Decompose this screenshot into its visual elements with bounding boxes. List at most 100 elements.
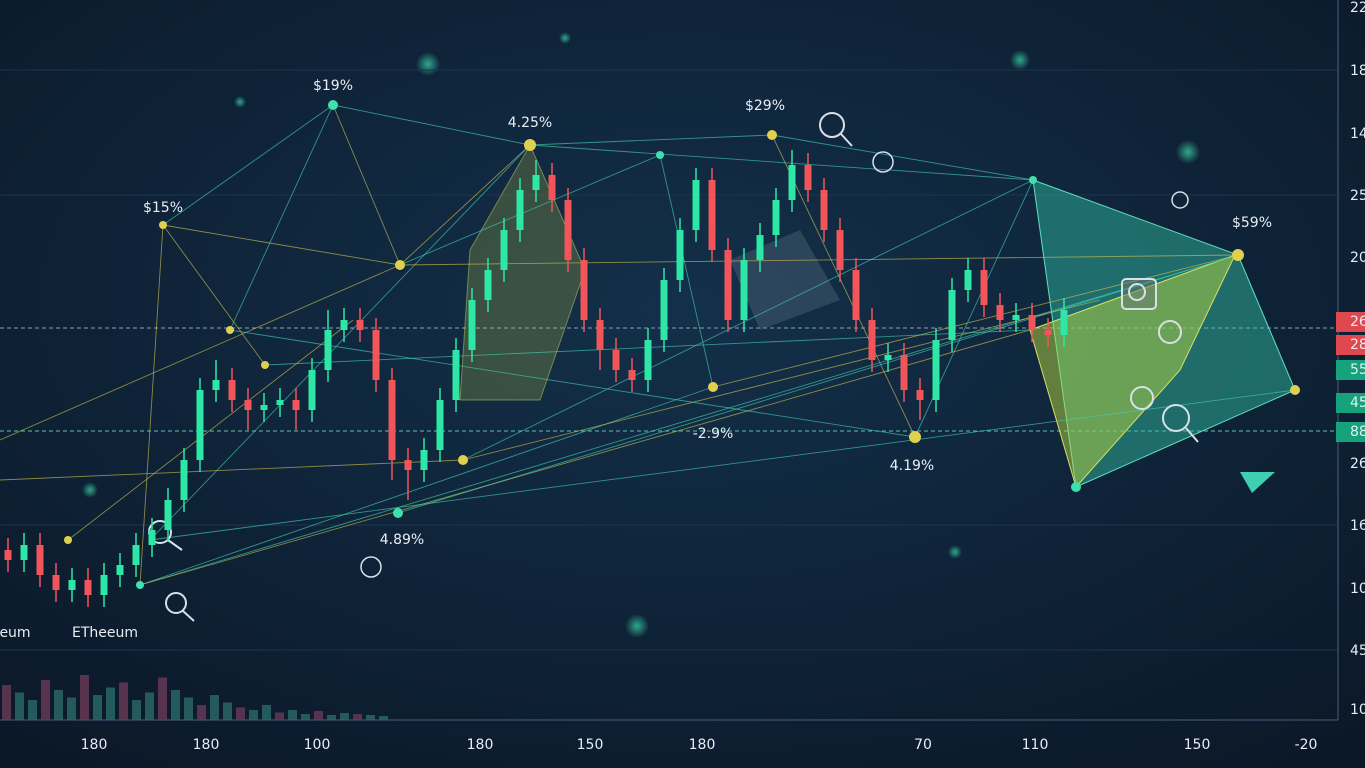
candle-body (132, 545, 140, 565)
x-tick-label: 180 (193, 737, 220, 753)
volume-bar (327, 715, 336, 720)
x-tick-label: -20 (1295, 737, 1318, 753)
candle-body (804, 165, 812, 190)
volume-bar (340, 713, 349, 720)
volume-bar (184, 697, 193, 720)
candle-body (68, 580, 76, 590)
volume-bar (353, 714, 362, 720)
candle-body (724, 250, 732, 320)
candle-body (36, 545, 44, 575)
icons (148, 112, 1275, 622)
candle-body (772, 200, 780, 235)
series-label: ETheeum (72, 625, 138, 641)
annotation: 4.25% (508, 115, 552, 131)
volume-bar (15, 692, 24, 720)
price-label: 10 (1350, 702, 1365, 718)
candle-body (164, 500, 172, 530)
candle-body (644, 340, 652, 380)
candle-body (372, 330, 380, 380)
candle-body (340, 320, 348, 330)
candle-body (516, 190, 524, 230)
candle-body (692, 180, 700, 230)
volume-bar (314, 711, 323, 720)
candle-body (852, 270, 860, 320)
price-label: 55 (1350, 362, 1365, 378)
x-tick-label: 70 (914, 737, 932, 753)
annotation: -2.9% (693, 426, 734, 442)
volume-bar (80, 675, 89, 720)
volume-bar (249, 710, 258, 720)
volume-bar (145, 692, 154, 720)
volume-bar (106, 687, 115, 720)
candle-body (4, 550, 12, 560)
price-label: 10 (1350, 581, 1365, 597)
volume-bar (67, 697, 76, 720)
candle-body (1012, 315, 1020, 320)
volume-bar (41, 680, 50, 720)
candle-body (420, 450, 428, 470)
series-label: eum (0, 625, 31, 641)
candle-body (884, 355, 892, 360)
volume-bar (210, 695, 219, 720)
volume-bar (197, 705, 206, 720)
candle-body (276, 400, 284, 405)
volume-bar (379, 716, 388, 720)
price-label: 88 (1350, 424, 1365, 440)
candle-body (820, 190, 828, 230)
candle-body (948, 290, 956, 340)
candle-body (1044, 330, 1052, 335)
network-lines (0, 104, 1296, 586)
candle-body (1060, 310, 1068, 335)
volume-bar (93, 695, 102, 720)
candle-body (100, 575, 108, 595)
candle-body (388, 380, 396, 460)
candle-body (788, 165, 796, 200)
candle-body (868, 320, 876, 360)
volume-bar (275, 712, 284, 720)
candle-body (612, 350, 620, 370)
candle-body (292, 400, 300, 410)
annotation: $29% (745, 98, 785, 114)
candle-body (500, 230, 508, 270)
candle-body (580, 260, 588, 320)
price-tag (1336, 422, 1365, 442)
price-label: 25 (1350, 188, 1365, 204)
candle-body (916, 390, 924, 400)
x-tick-label: 110 (1022, 737, 1049, 753)
annotation: $15% (143, 200, 183, 216)
volume-bar (262, 705, 271, 720)
volume-bar (288, 710, 297, 720)
annotation: 4.19% (890, 458, 934, 474)
candle-body (756, 235, 764, 260)
candle-body (244, 400, 252, 410)
candle-body (900, 355, 908, 390)
price-tag (1336, 335, 1365, 355)
volume-bar (119, 682, 128, 720)
candle-body (196, 390, 204, 460)
candle-body (324, 330, 332, 370)
volume-bar (171, 690, 180, 720)
price-tag (1336, 312, 1365, 332)
candle-body (116, 565, 124, 575)
candle-body (148, 530, 156, 545)
candle-body (964, 270, 972, 290)
x-tick-label: 150 (1184, 737, 1211, 753)
candle-body (260, 405, 268, 410)
annotation: $59% (1232, 215, 1272, 231)
price-label: 45 (1350, 395, 1365, 411)
price-label: 45 (1350, 643, 1365, 659)
candle-body (180, 460, 188, 500)
candle-body (356, 320, 364, 330)
candle-body (932, 340, 940, 400)
price-label: 22 (1350, 0, 1365, 16)
volume-bar (301, 714, 310, 720)
candle-body (1028, 315, 1036, 330)
candle-body (996, 305, 1004, 320)
candle-body (980, 270, 988, 305)
candle-body (468, 300, 476, 350)
x-tick-label: 180 (689, 737, 716, 753)
nodes (64, 100, 1300, 589)
volume-bar (236, 707, 245, 720)
volume-bar (132, 700, 141, 720)
